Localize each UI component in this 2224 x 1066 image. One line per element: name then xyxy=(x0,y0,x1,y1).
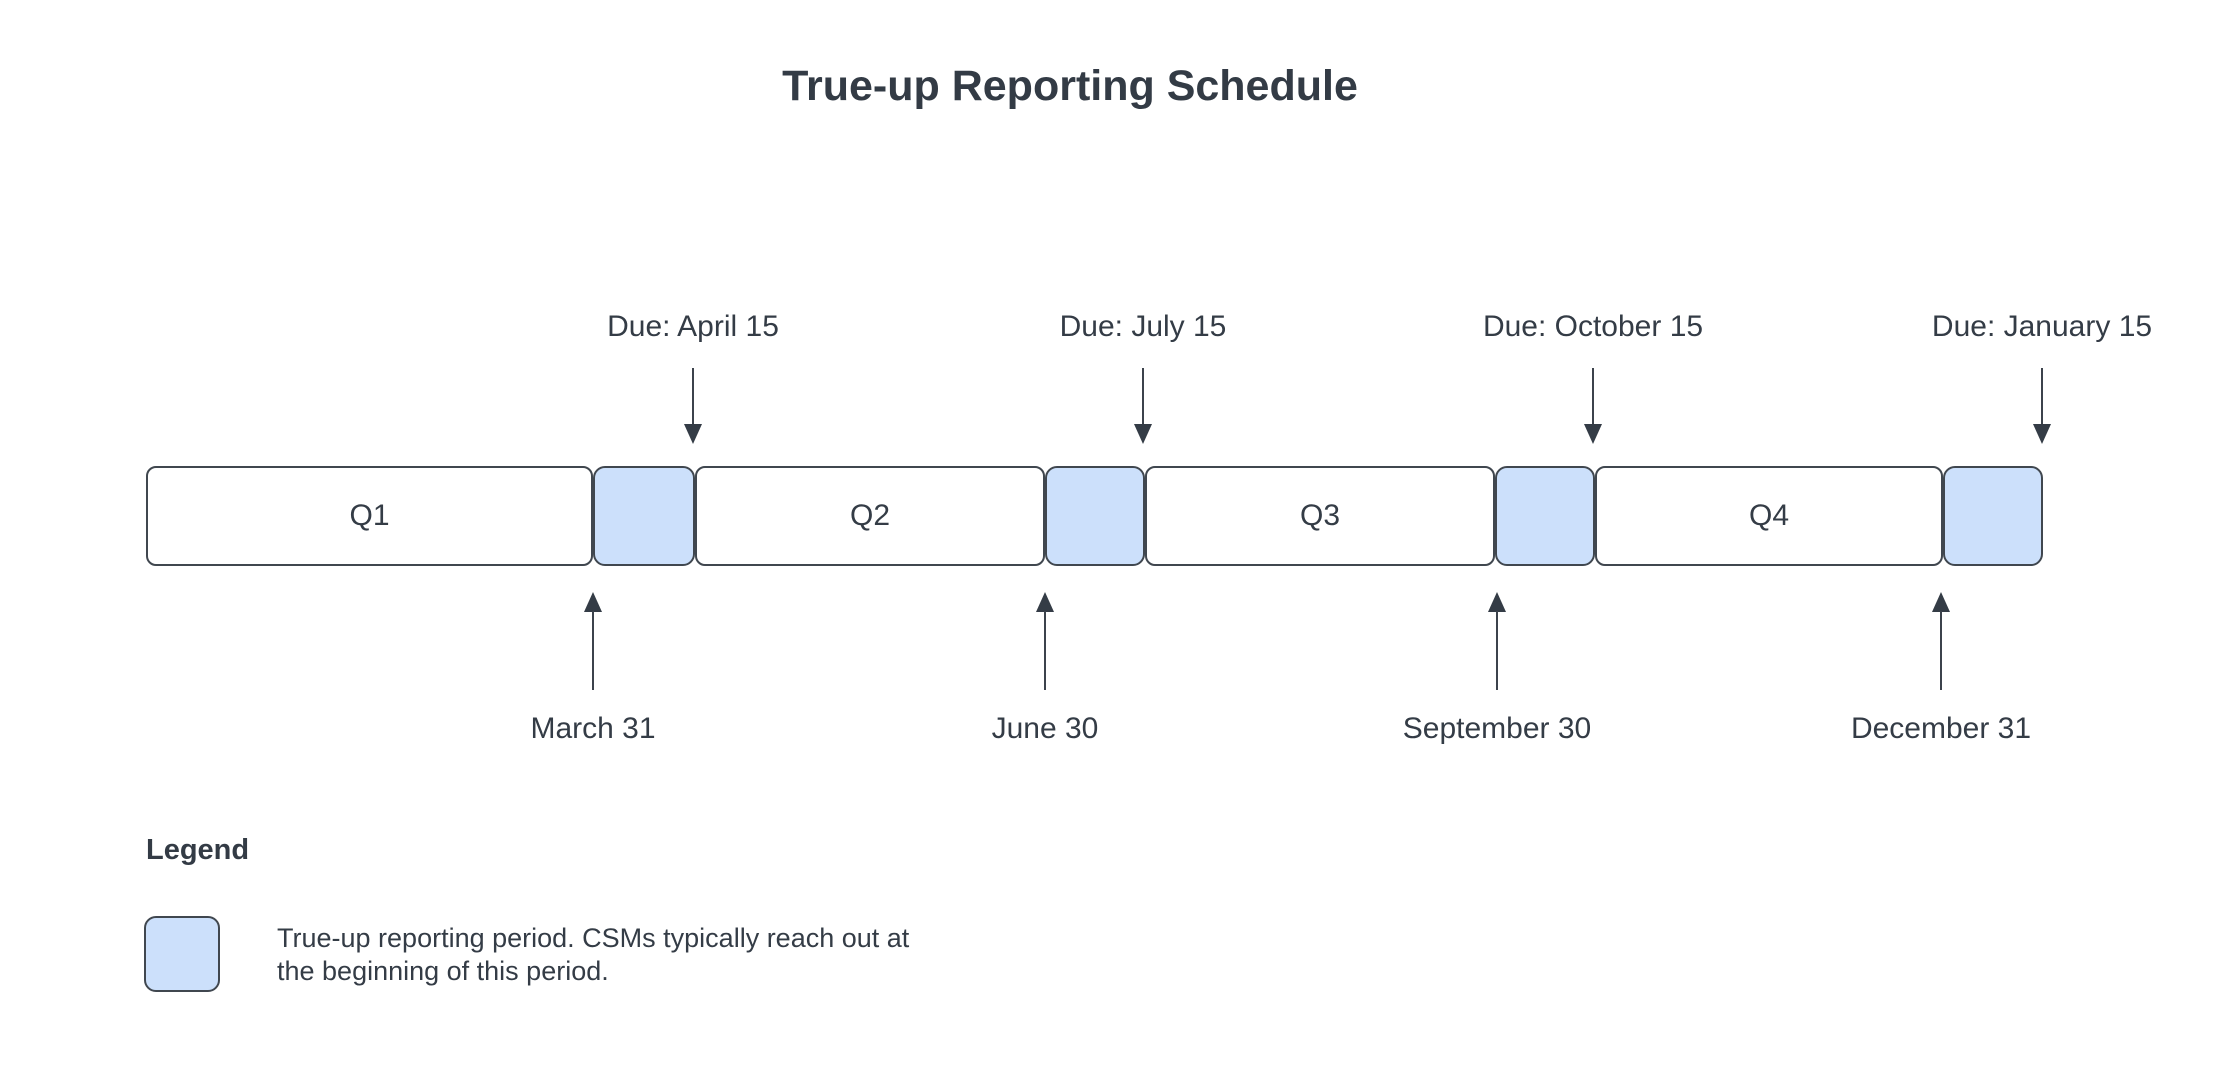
trueup-period-box xyxy=(1943,466,2043,566)
up-arrow-line xyxy=(1496,611,1498,690)
legend-description-line: the beginning of this period. xyxy=(277,956,609,986)
down-arrow-line xyxy=(2041,368,2043,424)
quarter-box-q4: Q4 xyxy=(1595,466,1943,566)
up-arrow-line xyxy=(1044,611,1046,690)
legend-description: True-up reporting period. CSMs typically… xyxy=(277,922,977,988)
due-label-october: Due: October 15 xyxy=(1482,310,1704,343)
quarter-box-q2: Q2 xyxy=(695,466,1045,566)
quarter-label: Q4 xyxy=(1748,499,1790,532)
due-label-april: Due: April 15 xyxy=(607,310,779,343)
arrowhead-up-icon xyxy=(1932,592,1950,612)
down-arrow-line xyxy=(1592,368,1594,424)
trueup-period-box xyxy=(593,466,695,566)
end-label-september: September 30 xyxy=(1402,712,1592,745)
arrowhead-down-icon xyxy=(1134,424,1152,444)
end-label-march: March 31 xyxy=(530,712,656,745)
down-arrow-line xyxy=(692,368,694,424)
arrowhead-down-icon xyxy=(684,424,702,444)
legend-trueup-swatch xyxy=(144,916,220,992)
trueup-period-box xyxy=(1045,466,1145,566)
end-label-june: June 30 xyxy=(991,712,1099,745)
arrowhead-up-icon xyxy=(1036,592,1054,612)
quarter-box-q3: Q3 xyxy=(1145,466,1495,566)
arrowhead-down-icon xyxy=(2033,424,2051,444)
trueup-period-box xyxy=(1495,466,1595,566)
arrowhead-up-icon xyxy=(584,592,602,612)
diagram-title: True-up Reporting Schedule xyxy=(782,62,1358,110)
arrowhead-down-icon xyxy=(1584,424,1602,444)
up-arrow-line xyxy=(592,611,594,690)
down-arrow-line xyxy=(1142,368,1144,424)
up-arrow-line xyxy=(1940,611,1942,690)
legend-description-line: True-up reporting period. CSMs typically… xyxy=(277,923,910,953)
quarter-label: Q1 xyxy=(349,499,390,532)
quarter-label: Q2 xyxy=(849,499,891,532)
legend-heading: Legend xyxy=(146,834,250,866)
end-label-december: December 31 xyxy=(1850,712,2032,745)
quarter-box-q1: Q1 xyxy=(146,466,593,566)
due-label-july: Due: July 15 xyxy=(1059,310,1227,343)
quarter-label: Q3 xyxy=(1299,499,1341,532)
due-label-january: Due: January 15 xyxy=(1931,310,2153,343)
arrowhead-up-icon xyxy=(1488,592,1506,612)
